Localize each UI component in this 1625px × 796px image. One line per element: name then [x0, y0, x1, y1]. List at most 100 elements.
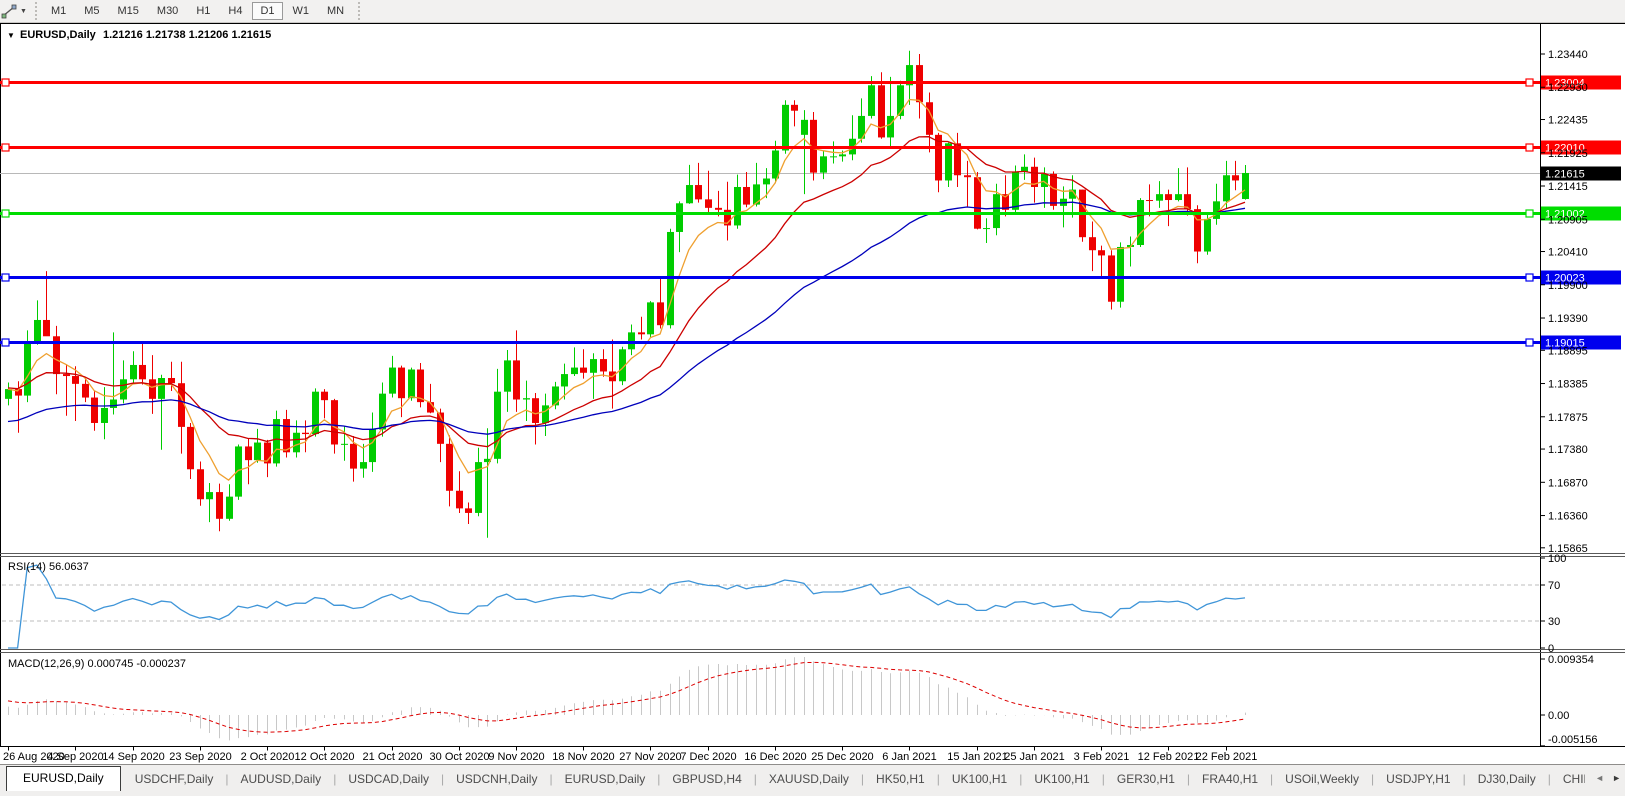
line-handle[interactable]: [1525, 338, 1534, 347]
candle-body: [705, 199, 712, 208]
price-tick-label: 1.19390: [1548, 313, 1588, 325]
horizontal-level-lines[interactable]: 1.23004 1.22010 1.21002 1.20023 1.19015 1.216…: [0, 75, 1621, 350]
date-tick-label: 22 Feb 2021: [1196, 751, 1258, 763]
candle-body: [494, 391, 501, 459]
chart-tab[interactable]: CHINA300,H1: [1562, 772, 1585, 786]
tab-separator: |: [333, 772, 337, 786]
candle-body: [1165, 194, 1172, 201]
timeframe-button-w1[interactable]: W1: [292, 5, 310, 17]
date-tick-label: 3 Feb 2021: [1074, 751, 1130, 763]
date-tick-label: 23 Sep 2020: [169, 751, 231, 763]
candle-body: [187, 426, 194, 470]
line-handle[interactable]: [1, 143, 10, 152]
price-tick-label: 1.16360: [1548, 511, 1588, 523]
chart-tab[interactable]: DJ30,Daily: [1477, 772, 1536, 786]
candle-body: [283, 419, 290, 453]
macd-tick-label: -0.005156: [1548, 734, 1598, 746]
candle-body: [552, 386, 559, 406]
date-tick-label: 12 Oct 2020: [295, 751, 355, 763]
ma-slow-line: [7, 201, 1246, 435]
line-handle[interactable]: [1525, 143, 1534, 152]
candle-body: [24, 341, 31, 396]
chart-tab[interactable]: GER30,H1: [1116, 772, 1175, 786]
timeframe-button-m1[interactable]: M1: [50, 5, 67, 17]
price-tick-label: 1.19900: [1548, 280, 1588, 292]
candle-body: [647, 302, 654, 335]
chart-tab[interactable]: GBPUSD,H4: [672, 772, 742, 786]
date-tick-label: 25 Jan 2021: [1004, 751, 1065, 763]
candle-body: [676, 203, 683, 232]
chart-tab[interactable]: HK50,H1: [876, 772, 925, 786]
candle-body: [446, 443, 453, 491]
chart-tab[interactable]: FRA40,H1: [1202, 772, 1259, 786]
tab-separator: |: [657, 772, 661, 786]
chart-title-caret-icon[interactable]: ▼: [7, 31, 15, 40]
timeframe-button-h1[interactable]: H1: [196, 5, 211, 17]
date-tick-label: 30 Oct 2020: [430, 751, 490, 763]
level-price-tag-text: 1.19015: [1545, 338, 1585, 350]
line-handle[interactable]: [1525, 209, 1534, 218]
chart-surface[interactable]: 1.23004 1.22010 1.21002 1.20023 1.19015 1.216…: [0, 22, 1625, 764]
line-handle[interactable]: [1525, 273, 1534, 282]
price-tick-label: 1.18895: [1548, 345, 1588, 357]
line-handle[interactable]: [1, 273, 10, 282]
candle-body: [408, 369, 415, 399]
chart-tab[interactable]: USOil,Weekly: [1285, 772, 1359, 786]
candle-body: [1069, 189, 1076, 199]
candle-body: [868, 85, 875, 116]
tab-separator: |: [1370, 772, 1375, 786]
tabs-scroll-right-icon[interactable]: ►: [1612, 773, 1621, 783]
tabs-scroll-left-icon[interactable]: ◄: [1595, 773, 1605, 783]
candle-body: [484, 458, 491, 463]
chart-tab[interactable]: UK100,H1: [1034, 772, 1090, 786]
rsi-indicator-label: RSI(14) 56.0637: [8, 561, 89, 573]
candle-body: [772, 150, 779, 179]
candle-body: [1137, 200, 1144, 246]
chart-tab[interactable]: EURUSD,Daily: [564, 772, 646, 786]
candle-body: [686, 185, 693, 204]
timeframe-button-m15[interactable]: M15: [117, 5, 139, 17]
line-handle[interactable]: [1525, 78, 1534, 87]
date-tick-label: 12 Feb 2021: [1138, 751, 1200, 763]
date-tick-label: 7 Dec 2020: [680, 751, 736, 763]
candle-body: [120, 379, 127, 400]
line-handle[interactable]: [1, 338, 10, 347]
date-tick-label: 25 Dec 2020: [811, 751, 873, 763]
candlestick-series: [5, 50, 1249, 538]
timeframe-button-d1[interactable]: D1: [252, 2, 283, 20]
candle-body: [695, 185, 702, 200]
candle-body: [964, 175, 971, 178]
candle-body: [887, 115, 894, 138]
timeframe-button-mn[interactable]: MN: [327, 5, 345, 17]
chart-tab[interactable]: USDJPY,H1: [1386, 772, 1451, 786]
candle-body: [273, 419, 280, 464]
chart-tab[interactable]: UK100,H1: [951, 772, 1008, 786]
chart-tab[interactable]: USDCHF,Daily: [134, 772, 214, 786]
chart-tab[interactable]: USDCAD,Daily: [348, 772, 429, 786]
candle-body: [360, 462, 367, 469]
candle-body: [206, 492, 213, 500]
candle-body: [763, 178, 770, 185]
candle-body: [293, 432, 300, 453]
timeframe-button-m30[interactable]: M30: [156, 5, 179, 17]
chart-tab[interactable]: XAUUSD,Daily: [768, 772, 849, 786]
timeframe-button-m5[interactable]: M5: [84, 5, 100, 17]
candle-body: [427, 402, 434, 413]
candle-body: [226, 496, 233, 519]
tab-separator: |: [753, 772, 757, 786]
chart-tab[interactable]: AUDUSD,Daily: [240, 772, 322, 786]
line-handle[interactable]: [1, 78, 10, 87]
line-tool-dropdown[interactable]: ▼: [0, 0, 30, 22]
macd-indicator-label: MACD(12,26,9) 0.000745 -0.000237: [8, 658, 186, 670]
chart-tab[interactable]: USDCNH,Daily: [456, 772, 538, 786]
candle-body: [1232, 175, 1239, 181]
timeframe-button-h4[interactable]: H4: [228, 5, 243, 17]
chart-tab[interactable]: EURUSD,Daily: [6, 766, 121, 791]
line-handle[interactable]: [1, 209, 10, 218]
rsi-tick-label: 0: [1548, 643, 1554, 655]
candle-body: [1041, 173, 1048, 187]
price-axis[interactable]: 1.23440 1.22930 1.22435 1.21925 1.21415 1.209…: [1540, 49, 1588, 555]
candle-body: [369, 429, 376, 463]
